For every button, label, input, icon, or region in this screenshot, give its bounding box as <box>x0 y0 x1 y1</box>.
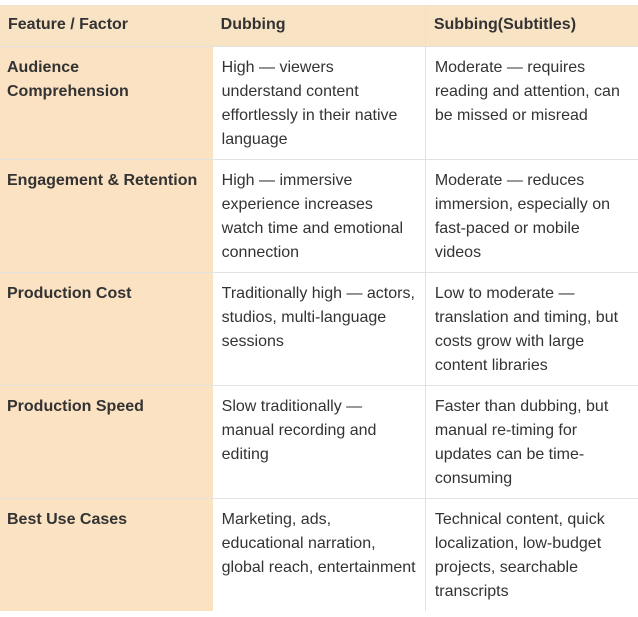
feature-cell: Best Use Cases <box>0 498 213 611</box>
comparison-table: Feature / Factor Dubbing Subbing(Subtitles… <box>0 5 638 611</box>
header-row: Feature / Factor Dubbing Subbing(Subtitles… <box>0 5 638 47</box>
feature-cell: Production Cost <box>0 272 213 386</box>
table-cell: Moderate — reduces immersion, especially… <box>424 159 638 273</box>
page: {"table": { "header": ["Feature / Factor… <box>0 5 638 617</box>
table-row: Engagement & Retention High — immersive e… <box>0 159 638 273</box>
table-cell: Traditionally high — actors, studios, mu… <box>212 272 426 386</box>
table-cell: High — viewers understand content effort… <box>212 46 426 160</box>
table-row: Best Use Cases Marketing, ads, educationa… <box>0 498 638 611</box>
feature-cell: Audience Comprehension <box>0 46 213 160</box>
table-cell: Slow traditionally — manual recording an… <box>212 385 426 499</box>
table-row: Production Speed Slow traditionally — man… <box>0 385 638 499</box>
table-row: Production Cost Traditionally high — acto… <box>0 272 638 386</box>
table-cell: High — immersive experience increases wa… <box>212 159 426 273</box>
table-cell: Marketing, ads, educational narration, g… <box>212 498 426 611</box>
table-row: Audience Comprehension High — viewers und… <box>0 46 638 160</box>
header-cell: Feature / Factor <box>0 5 213 47</box>
feature-cell: Production Speed <box>0 385 213 499</box>
table-cell: Moderate — requires reading and attentio… <box>424 46 638 160</box>
feature-cell: Engagement & Retention <box>0 159 213 273</box>
table-cell: Technical content, quick localization, l… <box>424 498 638 611</box>
header-cell: Subbing(Subtitles) <box>424 5 638 47</box>
table-cell: Low to moderate — translation and timing… <box>424 272 638 386</box>
table-cell: Faster than dubbing, but manual re-timin… <box>424 385 638 499</box>
header-cell: Dubbing <box>212 5 426 47</box>
